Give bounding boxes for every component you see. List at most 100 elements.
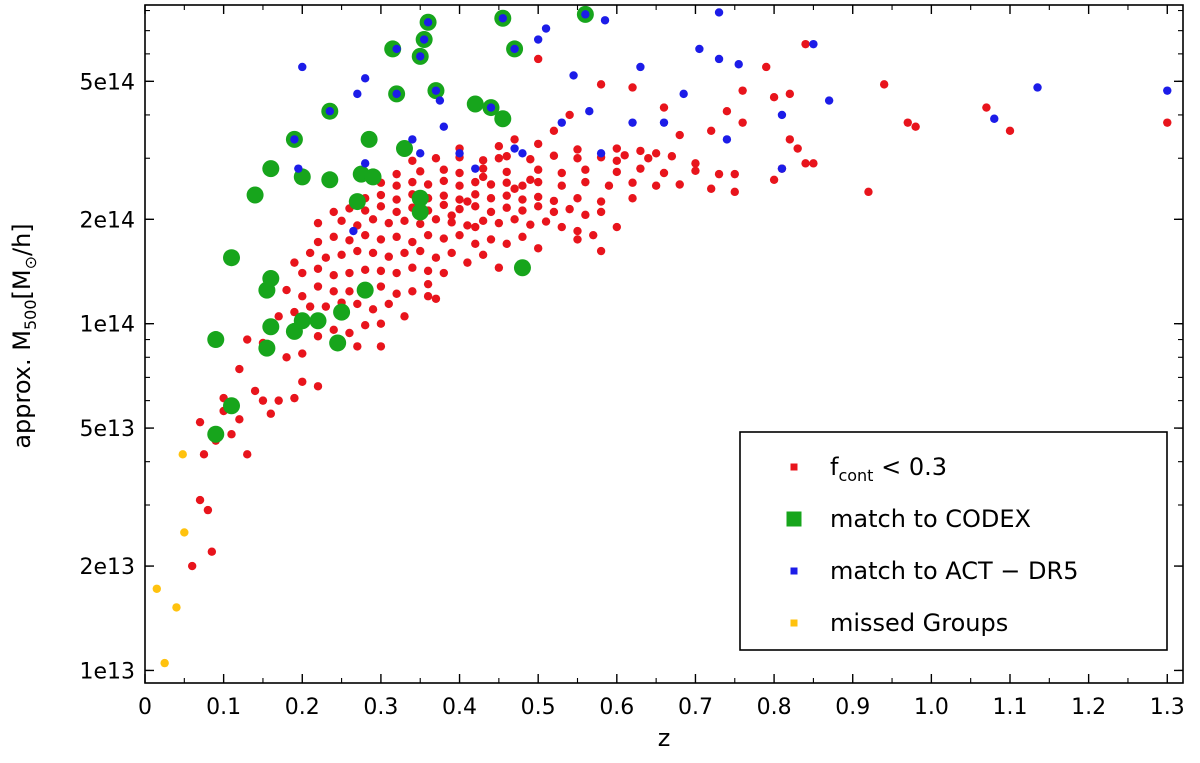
data-point	[722, 107, 732, 116]
legend-label-subscript: cont	[838, 466, 873, 485]
data-point	[471, 190, 480, 199]
data-point	[455, 204, 464, 214]
data-point	[392, 232, 401, 242]
data-point	[486, 180, 496, 189]
data-point	[557, 181, 566, 190]
data-point	[329, 207, 338, 217]
y-axis-label-unit-sun: ⊙	[21, 256, 40, 269]
data-point	[612, 144, 622, 153]
data-point	[659, 168, 669, 178]
data-point	[274, 396, 283, 405]
data-point	[714, 54, 724, 64]
data-point	[714, 8, 724, 17]
data-point	[392, 89, 401, 99]
data-point	[691, 166, 700, 176]
data-point	[423, 279, 433, 289]
data-point	[486, 207, 496, 217]
data-point	[207, 331, 225, 349]
data-point	[911, 122, 920, 131]
data-point	[471, 164, 480, 173]
data-point	[620, 151, 629, 160]
data-point	[435, 96, 445, 105]
data-point	[463, 197, 472, 206]
data-point	[207, 547, 217, 556]
y-tick-label-5: 5e14	[79, 70, 135, 95]
data-point	[384, 299, 393, 309]
data-point	[549, 196, 559, 206]
data-point	[793, 144, 802, 153]
data-point	[604, 181, 614, 190]
data-point	[325, 107, 334, 116]
data-point	[392, 195, 401, 204]
data-point	[596, 149, 606, 158]
data-point	[329, 325, 338, 335]
data-point	[573, 226, 582, 236]
data-point	[581, 165, 590, 174]
data-point	[706, 126, 716, 135]
legend-box	[739, 431, 1168, 651]
data-point	[494, 263, 504, 272]
data-point	[730, 169, 739, 179]
data-point	[353, 89, 362, 99]
data-point	[510, 135, 519, 144]
legend-marker-0	[790, 463, 798, 471]
data-point	[706, 184, 716, 193]
data-point	[518, 149, 527, 158]
data-point	[416, 167, 425, 176]
data-point	[416, 219, 425, 229]
data-point	[569, 71, 578, 80]
data-point	[235, 364, 244, 374]
data-point	[533, 54, 543, 64]
data-point	[416, 246, 425, 256]
data-point	[581, 10, 590, 19]
data-point	[305, 302, 315, 311]
data-point	[455, 230, 464, 240]
data-point	[864, 187, 873, 197]
legend-label-2: match to ACT − DR5	[830, 557, 1078, 585]
data-point	[463, 258, 472, 267]
data-point	[801, 39, 810, 49]
data-point	[777, 110, 787, 120]
data-point	[376, 342, 386, 351]
x-tick-label-6: 0.6	[599, 695, 634, 720]
data-point	[612, 167, 622, 177]
data-point	[533, 177, 543, 187]
data-point	[282, 353, 291, 362]
data-point	[321, 253, 331, 262]
data-point	[533, 244, 543, 253]
data-point	[557, 168, 566, 178]
x-tick-label-1: 0.1	[206, 695, 241, 720]
data-point	[396, 140, 413, 158]
y-tick-label-0: 1e13	[79, 659, 135, 684]
data-point	[596, 207, 606, 217]
data-point	[329, 232, 338, 242]
data-point	[368, 305, 378, 314]
data-point	[364, 168, 382, 186]
data-point	[596, 197, 606, 206]
data-point	[486, 235, 496, 244]
data-point	[785, 89, 795, 99]
legend-label-main: match to CODEX	[830, 505, 1031, 533]
data-point	[290, 135, 299, 144]
data-point	[573, 235, 582, 244]
data-point	[447, 248, 456, 258]
data-point	[384, 218, 393, 228]
data-point	[526, 220, 535, 229]
x-tick-label-7: 0.7	[678, 695, 713, 720]
data-point	[431, 253, 441, 262]
data-point	[431, 294, 441, 303]
data-point	[207, 425, 225, 443]
data-point	[411, 203, 429, 221]
x-tick-label-0: 0	[138, 695, 152, 720]
data-point	[298, 62, 307, 72]
data-point	[266, 409, 276, 418]
data-point	[478, 156, 488, 165]
data-point	[1005, 126, 1015, 135]
data-point	[419, 35, 429, 44]
legend-label-rest: < 0.3	[873, 453, 947, 481]
data-point	[573, 154, 582, 163]
data-point	[518, 206, 527, 215]
y-axis-label-main: approx. M	[8, 330, 36, 449]
data-point	[243, 450, 252, 459]
data-point	[785, 135, 795, 144]
